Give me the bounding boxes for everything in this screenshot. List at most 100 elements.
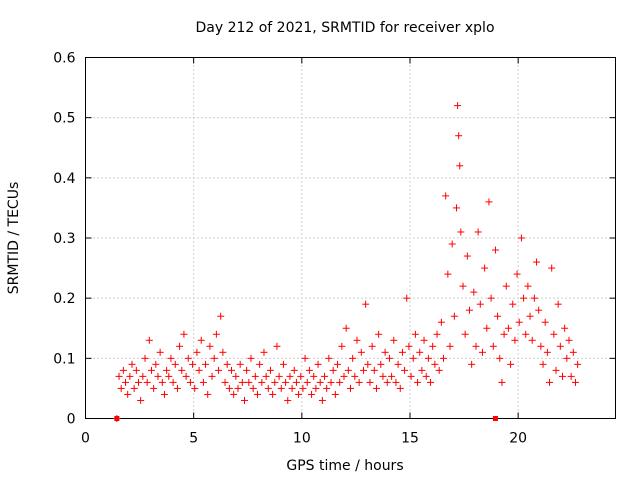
data-point — [137, 396, 145, 404]
data-point — [465, 306, 473, 314]
data-point — [163, 366, 171, 374]
data-point — [535, 306, 543, 314]
data-point — [297, 372, 305, 380]
axis-marker — [492, 416, 498, 421]
data-point — [383, 378, 391, 386]
data-point — [483, 324, 491, 332]
data-point — [515, 318, 523, 326]
data-point — [273, 342, 281, 350]
data-point — [500, 330, 508, 338]
data-point — [189, 360, 197, 368]
y-tick-label: 0.3 — [53, 231, 75, 247]
data-point — [314, 360, 322, 368]
data-point — [569, 348, 577, 356]
data-point — [476, 300, 484, 308]
data-point — [377, 360, 385, 368]
data-point — [437, 318, 445, 326]
data-point — [405, 342, 413, 350]
x-tick-label: 5 — [189, 431, 198, 447]
data-point — [485, 198, 493, 206]
y-tick-label: 0.1 — [53, 351, 75, 367]
data-point — [567, 372, 575, 380]
chart-title: Day 212 of 2021, SRMTID for receiver xpl… — [195, 20, 494, 36]
data-point — [308, 390, 316, 398]
data-point — [208, 372, 216, 380]
data-point — [160, 390, 168, 398]
data-point — [478, 348, 486, 356]
data-point — [459, 282, 467, 290]
data-point — [524, 282, 532, 290]
data-point — [279, 360, 287, 368]
data-point — [561, 324, 569, 332]
data-point — [143, 378, 151, 386]
data-point — [290, 366, 298, 374]
data-point — [511, 336, 519, 344]
data-point — [528, 336, 536, 344]
data-point — [552, 366, 560, 374]
data-point — [334, 360, 342, 368]
data-point — [347, 384, 354, 392]
y-tick-label: 0.6 — [53, 51, 75, 67]
data-point — [256, 360, 264, 368]
data-point — [429, 342, 437, 350]
data-point — [366, 378, 374, 386]
data-point — [275, 372, 283, 380]
data-point — [472, 342, 480, 350]
data-point — [372, 384, 380, 392]
data-point — [543, 348, 551, 356]
data-point — [206, 342, 214, 350]
data-point — [442, 192, 450, 200]
data-point — [453, 204, 460, 212]
data-point — [513, 270, 521, 278]
data-point — [487, 294, 495, 302]
data-point — [223, 360, 231, 368]
data-point — [457, 228, 465, 236]
data-point — [210, 354, 218, 362]
data-point — [234, 384, 242, 392]
data-point — [269, 390, 277, 398]
data-point — [420, 336, 428, 344]
data-point — [305, 366, 313, 374]
data-point — [124, 390, 132, 398]
data-point — [323, 384, 331, 392]
data-point — [221, 378, 229, 386]
data-point — [554, 300, 562, 308]
data-point — [574, 360, 582, 368]
data-point — [215, 366, 223, 374]
data-point — [411, 330, 419, 338]
data-point — [262, 372, 270, 380]
data-point — [321, 372, 329, 380]
data-point — [329, 366, 337, 374]
data-point — [282, 378, 290, 386]
data-point — [197, 336, 205, 344]
data-point — [253, 390, 261, 398]
data-point — [277, 384, 285, 392]
data-point — [266, 366, 274, 374]
data-point — [517, 234, 525, 242]
x-tick-label: 10 — [293, 431, 311, 447]
data-point — [357, 348, 365, 356]
data-point — [533, 258, 541, 266]
data-point — [507, 360, 515, 368]
data-point — [559, 372, 566, 380]
data-point — [243, 366, 251, 374]
data-point — [474, 228, 482, 236]
y-tick-label: 0 — [67, 412, 76, 428]
data-point — [154, 372, 162, 380]
data-point — [135, 378, 142, 386]
data-point — [230, 390, 238, 398]
data-point — [245, 378, 253, 386]
data-point — [563, 354, 571, 362]
data-point — [115, 372, 123, 380]
data-point — [409, 354, 417, 362]
data-point — [249, 384, 257, 392]
data-point — [156, 348, 164, 356]
data-point — [182, 372, 190, 380]
data-point — [318, 396, 326, 404]
data-point — [199, 378, 207, 386]
data-point — [204, 390, 212, 398]
data-point — [454, 102, 462, 110]
data-point — [456, 162, 464, 170]
data-point — [522, 330, 530, 338]
